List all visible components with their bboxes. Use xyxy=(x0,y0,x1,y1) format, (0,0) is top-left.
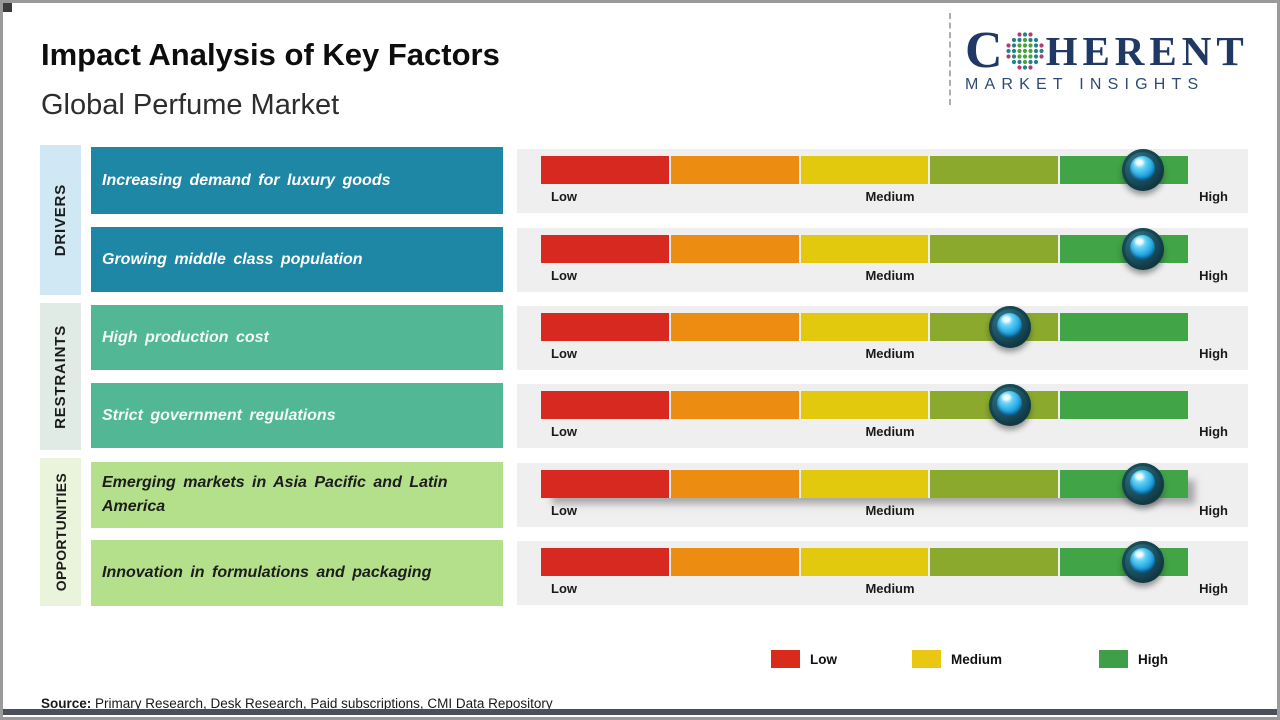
impact-bar-row: Low Medium High xyxy=(517,228,1248,292)
scale-label-high: High xyxy=(1199,503,1228,518)
globe-dots-icon xyxy=(1005,32,1044,70)
group-label-drivers: DRIVERS xyxy=(52,183,69,257)
segment-low xyxy=(541,391,669,419)
impact-scale-bar xyxy=(541,391,1188,419)
factor-box: Increasing demand for luxury goods xyxy=(91,147,503,214)
legend-swatch-medium xyxy=(912,650,941,668)
scale-label-medium: Medium xyxy=(865,581,915,596)
impact-marker xyxy=(1121,149,1164,191)
segment-medium-high xyxy=(930,235,1059,263)
source-label: Source: xyxy=(41,696,92,711)
impact-bar-row: Low Medium High xyxy=(517,149,1248,213)
scale-label-low: Low xyxy=(551,581,577,596)
group-strip-drivers: DRIVERS xyxy=(40,145,81,295)
legend-item-low: Low xyxy=(771,650,837,668)
scale-label-medium: Medium xyxy=(865,268,915,283)
group-strip-restraints: RESTRAINTS xyxy=(40,303,81,450)
impact-marker xyxy=(1121,541,1164,583)
impact-scale-bar xyxy=(541,548,1188,576)
impact-bar-row: Low Medium High xyxy=(517,384,1248,448)
group-strip-opportunities: OPPORTUNITIES xyxy=(40,458,81,606)
scale-label-low: Low xyxy=(551,268,577,283)
source-text: Primary Research, Desk Research, Paid su… xyxy=(91,696,553,711)
segment-medium xyxy=(800,548,929,576)
segment-low-medium xyxy=(670,470,799,498)
segment-low xyxy=(541,156,669,184)
legend-item-high: High xyxy=(1099,650,1168,668)
scale-label-low: Low xyxy=(551,424,577,439)
scale-label-medium: Medium xyxy=(865,189,915,204)
segment-low-medium xyxy=(670,313,799,341)
segment-low xyxy=(541,313,669,341)
bottom-bar xyxy=(3,709,1277,715)
segment-low xyxy=(541,235,669,263)
segment-medium xyxy=(800,235,929,263)
scale-label-low: Low xyxy=(551,346,577,361)
scale-label-medium: Medium xyxy=(865,424,915,439)
legend-swatch-high xyxy=(1099,650,1128,668)
scale-label-medium: Medium xyxy=(865,346,915,361)
segment-low xyxy=(541,548,669,576)
factor-box: Growing middle class population xyxy=(91,227,503,292)
logo-divider xyxy=(949,13,951,105)
corner-mark xyxy=(3,3,12,12)
scale-label-low: Low xyxy=(551,189,577,204)
impact-marker xyxy=(1121,228,1164,270)
segment-high xyxy=(1060,313,1188,341)
impact-bar-row: Low Medium High xyxy=(517,306,1248,370)
segment-medium xyxy=(800,391,929,419)
scale-label-high: High xyxy=(1199,189,1228,204)
segment-low-medium xyxy=(670,548,799,576)
company-logo: C HERENT MARKET INSIGHTS xyxy=(965,22,1265,94)
impact-bar-row: Low Medium High xyxy=(517,541,1248,605)
segment-medium-high xyxy=(930,548,1059,576)
segment-low xyxy=(541,470,669,498)
group-label-restraints: RESTRAINTS xyxy=(52,324,69,429)
scale-label-high: High xyxy=(1199,346,1228,361)
segment-low-medium xyxy=(670,235,799,263)
impact-scale-bar xyxy=(541,235,1188,263)
legend-label-medium: Medium xyxy=(951,651,1003,667)
legend-item-medium: Medium xyxy=(912,650,1002,668)
impact-scale-bar xyxy=(541,313,1188,341)
factor-box: Innovation in formulations and packaging xyxy=(91,540,503,606)
logo-wordmark: C HERENT xyxy=(965,22,1265,79)
page-title: Impact Analysis of Key Factors xyxy=(41,37,500,72)
impact-marker xyxy=(989,384,1032,426)
legend-label-low: Low xyxy=(810,651,837,667)
segment-high xyxy=(1060,391,1188,419)
segment-medium xyxy=(800,156,929,184)
scale-label-high: High xyxy=(1199,581,1228,596)
scale-label-low: Low xyxy=(551,503,577,518)
logo-wordmark-rest: HERENT xyxy=(1045,28,1249,74)
group-label-opportunities: OPPORTUNITIES xyxy=(52,472,69,592)
scale-label-high: High xyxy=(1199,268,1228,283)
scale-label-medium: Medium xyxy=(865,503,915,518)
logo-letter-c: C xyxy=(965,22,1003,79)
segment-medium-high xyxy=(930,156,1059,184)
legend-swatch-low xyxy=(771,650,800,668)
segment-medium-high xyxy=(930,470,1059,498)
logo-tagline: MARKET INSIGHTS xyxy=(965,76,1205,93)
impact-marker xyxy=(1121,463,1164,505)
segment-medium xyxy=(800,470,929,498)
segment-low-medium xyxy=(670,391,799,419)
impact-scale-bar xyxy=(541,156,1188,184)
legend-label-high: High xyxy=(1138,651,1168,667)
factor-box: High production cost xyxy=(91,305,503,370)
factor-box: Strict government regulations xyxy=(91,383,503,448)
segment-medium xyxy=(800,313,929,341)
page-subtitle: Global Perfume Market xyxy=(41,89,340,121)
factor-box: Emerging markets in Asia Pacific and Lat… xyxy=(91,462,503,528)
impact-marker xyxy=(989,306,1032,348)
segment-low-medium xyxy=(670,156,799,184)
scale-label-high: High xyxy=(1199,424,1228,439)
impact-bar-row: Low Medium High xyxy=(517,463,1248,527)
impact-scale-bar xyxy=(541,470,1188,498)
source-line: Source: Primary Research, Desk Research,… xyxy=(41,696,553,711)
